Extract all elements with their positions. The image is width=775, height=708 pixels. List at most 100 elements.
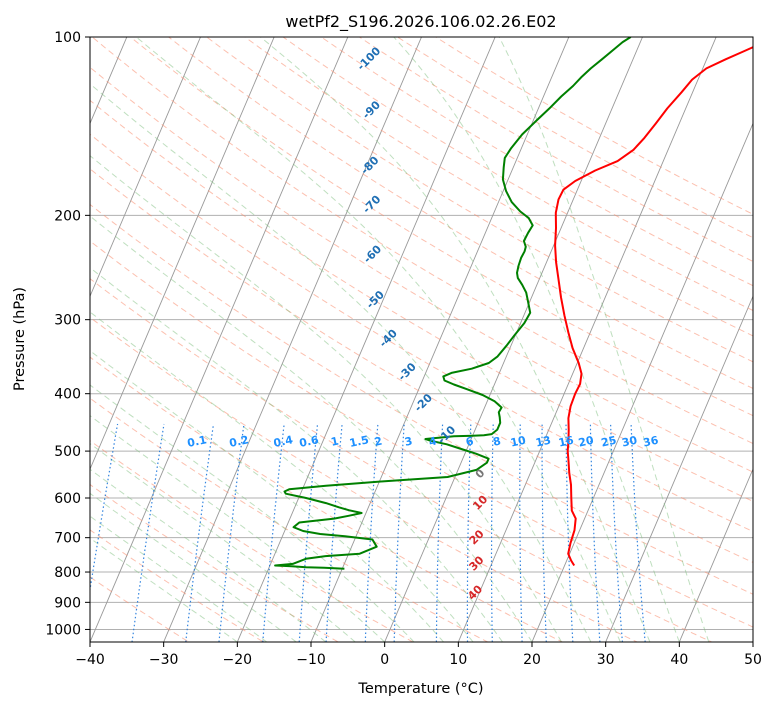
mixing-ratio-label: 25 bbox=[600, 434, 618, 450]
dry-adiabat-line bbox=[205, 37, 753, 363]
mixing-ratio-line bbox=[218, 423, 245, 642]
y-tick-label: 600 bbox=[54, 491, 81, 507]
dry-adiabat-line bbox=[90, 203, 753, 595]
moist-adiabat-line bbox=[90, 311, 474, 642]
mixing-ratio-label: 0.2 bbox=[228, 433, 250, 450]
data-lines bbox=[274, 37, 753, 570]
isotherm-line bbox=[531, 122, 753, 642]
x-tick-label: −10 bbox=[296, 652, 326, 668]
mixing-ratio-label: 13 bbox=[534, 434, 552, 450]
x-tick-label: −20 bbox=[223, 652, 253, 668]
mixing-ratio-label: 0.6 bbox=[298, 433, 320, 450]
dry-adiabat-line bbox=[434, 37, 753, 215]
mixing-ratio-label: 8 bbox=[492, 434, 502, 448]
y-tick-label: 400 bbox=[54, 387, 81, 403]
moist-adiabat-line bbox=[90, 468, 327, 642]
dry-adiabat-line bbox=[396, 37, 753, 239]
dry-adiabat-line bbox=[90, 397, 489, 642]
mixing-ratio-label: 30 bbox=[621, 434, 639, 450]
mixing-ratio-label: 6 bbox=[465, 434, 476, 448]
dry-adiabat-line bbox=[90, 168, 753, 563]
isotherm-line bbox=[310, 37, 570, 642]
isotherm-line bbox=[163, 37, 422, 642]
isotherm-line bbox=[0, 10, 65, 652]
mixing-ratio-label: 3 bbox=[403, 434, 413, 448]
mixing-ratio-label: 0.4 bbox=[272, 433, 294, 450]
background-lines bbox=[0, 10, 753, 652]
y-axis-title: Pressure (hPa) bbox=[12, 287, 28, 391]
mixing-ratio-label: 36 bbox=[642, 434, 660, 450]
moist-adiabat-line bbox=[90, 350, 444, 642]
dry-adiabat-label: -60 bbox=[361, 242, 384, 265]
mixing-ratio-line bbox=[541, 424, 547, 642]
mixing-ratio-line bbox=[519, 424, 523, 642]
moist-adiabat-line bbox=[90, 442, 356, 642]
mixing-ratio-line bbox=[589, 423, 601, 642]
moist-adiabat-line bbox=[90, 155, 562, 642]
isotherm-line bbox=[90, 37, 349, 642]
isotherm-line bbox=[678, 467, 753, 642]
dry-adiabat-line bbox=[90, 240, 753, 628]
isotherm-line bbox=[90, 37, 128, 125]
isotherm-line bbox=[605, 295, 753, 642]
moist-adiabat-line bbox=[393, 37, 680, 642]
x-tick-label: 40 bbox=[670, 652, 688, 668]
mixing-ratio-line bbox=[393, 423, 405, 642]
mixing-ratio-line bbox=[131, 423, 165, 642]
dry-adiabat-label: -70 bbox=[360, 193, 383, 216]
x-tick-label: −40 bbox=[75, 652, 105, 668]
dry-adiabat-line bbox=[90, 576, 190, 642]
y-tick-label: 500 bbox=[54, 444, 81, 460]
dry-adiabat-label: -20 bbox=[412, 391, 435, 414]
mixing-ratio-line bbox=[610, 423, 624, 642]
moist-adiabat-line bbox=[90, 415, 386, 642]
moist-adiabat-line bbox=[90, 515, 268, 642]
dry-adiabat-line bbox=[129, 37, 753, 417]
y-tick-label: 700 bbox=[54, 531, 81, 547]
dry-adiabat-line bbox=[91, 37, 753, 445]
moist-adiabat-line bbox=[260, 37, 651, 642]
dry-adiabat-line bbox=[90, 66, 753, 473]
dewpoint-line bbox=[274, 37, 632, 570]
dry-adiabat-line bbox=[90, 99, 753, 502]
moist-adiabat-label: 10 bbox=[470, 492, 490, 512]
isotherm-line bbox=[90, 37, 275, 471]
dry-adiabat-line bbox=[320, 37, 753, 287]
dry-adiabat-label: -90 bbox=[360, 98, 383, 121]
moist-adiabat-line bbox=[90, 215, 533, 642]
plot-frame bbox=[89, 36, 754, 643]
mixing-ratio-line bbox=[185, 423, 215, 642]
mixing-ratio-label: 1.5 bbox=[348, 433, 370, 450]
mixing-ratio-label: 4 bbox=[428, 434, 439, 448]
y-tick-label: 300 bbox=[54, 313, 81, 329]
mixing-ratio-line bbox=[90, 423, 119, 594]
moist-adiabat-label: 0 bbox=[473, 466, 488, 481]
moist-adiabat-line bbox=[135, 37, 621, 642]
moist-adiabat-label: 20 bbox=[467, 527, 487, 547]
mixing-ratio-line bbox=[298, 423, 319, 642]
moist-adiabat-line bbox=[90, 492, 297, 642]
moist-adiabat-label: 30 bbox=[467, 553, 487, 573]
y-tick-label: 100 bbox=[54, 30, 81, 46]
x-tick-label: 30 bbox=[597, 652, 615, 668]
dry-adiabat-line bbox=[90, 529, 265, 642]
isotherm-line bbox=[90, 37, 201, 298]
y-tick-label: 1000 bbox=[45, 622, 81, 638]
x-tick-label: 20 bbox=[523, 652, 541, 668]
temperature-line bbox=[554, 45, 753, 567]
chart-title: wetPf2_S196.2026.106.02.26.E02 bbox=[285, 12, 556, 32]
mixing-ratio-label: 2 bbox=[373, 434, 383, 448]
dry-adiabat-line bbox=[90, 278, 713, 642]
moist-adiabat-line bbox=[90, 384, 415, 642]
dry-adiabat-line bbox=[90, 356, 564, 642]
mixing-ratio-label: 1 bbox=[330, 434, 340, 448]
x-tick-label: −30 bbox=[149, 652, 179, 668]
y-tick-label: 900 bbox=[54, 595, 81, 611]
x-tick-label: 10 bbox=[449, 652, 467, 668]
mixing-ratio-line bbox=[630, 423, 646, 642]
y-tick-label: 200 bbox=[54, 208, 81, 224]
axes: −40 −30 −20 −10 0 10 20 30 40 5010009008007006005… bbox=[45, 30, 762, 668]
dry-adiabat-label: -50 bbox=[364, 288, 387, 311]
mixing-ratio-label: 16 bbox=[557, 434, 575, 450]
